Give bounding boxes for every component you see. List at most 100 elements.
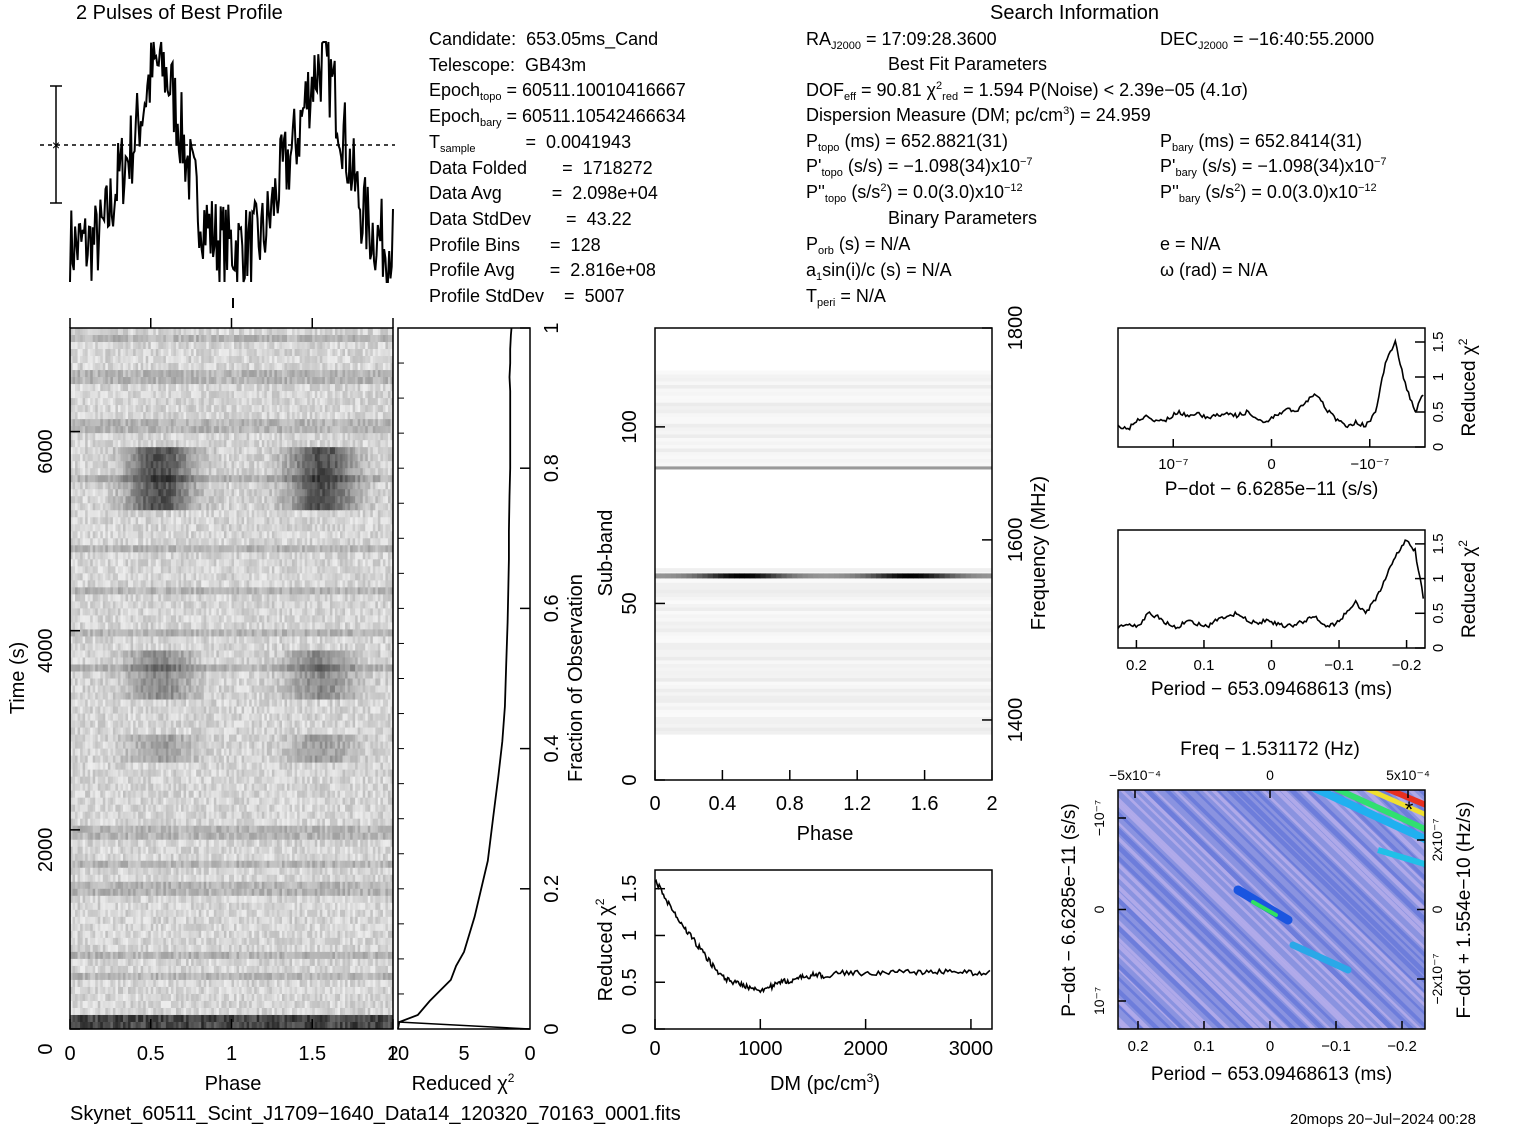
heat-cell	[150, 461, 154, 469]
heat-cell	[289, 594, 293, 602]
heat-cell	[75, 489, 78, 497]
heat-cell	[191, 335, 195, 343]
heat-cell	[322, 559, 326, 567]
heat-cell	[319, 433, 323, 441]
heat-cell	[261, 405, 265, 413]
heat-cell	[85, 573, 89, 581]
heat-cell	[193, 566, 197, 574]
heat-cell	[170, 356, 174, 364]
heat-cell	[377, 349, 381, 357]
heat-cell	[302, 524, 306, 532]
heat-cell	[387, 426, 391, 434]
heat-cell	[259, 538, 263, 546]
heat-cell	[170, 496, 174, 504]
heat-cell	[198, 433, 202, 441]
heat-cell	[261, 489, 265, 497]
heat-cell	[191, 454, 195, 462]
heat-cell	[284, 538, 288, 546]
heat-cell	[206, 573, 210, 581]
heat-cell	[249, 503, 253, 511]
heat-cell	[188, 405, 192, 413]
heat-cell	[251, 377, 255, 385]
heat-cell	[274, 412, 278, 420]
heat-cell	[365, 559, 369, 567]
heat-cell	[165, 566, 169, 574]
heat-cell	[314, 559, 318, 567]
heat-cell	[385, 377, 389, 385]
heat-cell	[186, 510, 189, 518]
heat-cell	[72, 447, 76, 455]
heat-cell	[352, 538, 356, 546]
heat-cell	[183, 384, 187, 392]
heat-cell	[312, 517, 316, 525]
heat-cell	[198, 412, 202, 420]
heat-cell	[251, 454, 255, 462]
heat-cell	[140, 454, 144, 462]
heat-cell	[355, 545, 359, 553]
heat-cell	[168, 412, 172, 420]
heat-cell	[380, 335, 384, 343]
heat-cell	[289, 412, 293, 420]
heat-cell	[226, 517, 230, 525]
heat-cell	[294, 587, 298, 595]
heat-cell	[90, 468, 94, 476]
heat-cell	[256, 370, 260, 378]
heat-cell	[92, 377, 96, 385]
heat-cell	[284, 335, 288, 343]
heat-cell	[122, 587, 126, 595]
heat-cell	[276, 489, 280, 497]
heat-cell	[95, 433, 99, 441]
heat-cell	[191, 377, 195, 385]
heat-cell	[211, 573, 215, 581]
heat-cell	[216, 412, 220, 420]
heat-cell	[97, 433, 101, 441]
heat-cell	[274, 419, 278, 427]
heat-cell	[203, 412, 207, 420]
heat-cell	[223, 384, 227, 392]
heat-cell	[314, 573, 318, 581]
heat-cell	[138, 461, 142, 469]
heat-cell	[365, 489, 369, 497]
heat-cell	[163, 377, 167, 385]
heat-cell	[279, 559, 283, 567]
heat-cell	[138, 552, 142, 560]
heat-cell	[332, 566, 336, 574]
heat-cell	[153, 447, 157, 455]
heat-cell	[387, 405, 391, 413]
heat-cell	[160, 524, 164, 532]
heat-cell	[362, 454, 366, 462]
heat-cell	[188, 335, 192, 343]
heat-cell	[188, 545, 192, 553]
heat-cell	[261, 510, 265, 518]
heat-cell	[211, 363, 215, 371]
heat-cell	[75, 517, 78, 525]
heat-cell	[254, 405, 258, 413]
heat-cell	[249, 398, 253, 406]
heat-cell	[324, 573, 328, 581]
heat-cell	[183, 440, 187, 448]
heat-cell	[236, 468, 240, 476]
heat-cell	[95, 545, 99, 553]
heat-cell	[158, 377, 162, 385]
heat-cell	[105, 594, 109, 602]
heat-cell	[122, 482, 126, 490]
heat-cell	[160, 594, 164, 602]
heat-cell	[299, 363, 303, 371]
heat-cell	[193, 461, 197, 469]
heat-cell	[186, 496, 189, 504]
heat-cell	[231, 475, 235, 483]
heat-cell	[372, 426, 376, 434]
heat-cell	[365, 482, 369, 490]
heat-cell	[289, 475, 293, 483]
heat-cell	[304, 496, 308, 504]
heat-cell	[266, 398, 270, 406]
heat-cell	[294, 489, 298, 497]
heat-cell	[309, 370, 313, 378]
heat-cell	[236, 538, 240, 546]
heat-cell	[216, 587, 220, 595]
heat-cell	[158, 370, 162, 378]
heat-cell	[334, 538, 338, 546]
heat-cell	[122, 524, 126, 532]
heat-cell	[77, 545, 81, 553]
heat-cell	[337, 559, 341, 567]
